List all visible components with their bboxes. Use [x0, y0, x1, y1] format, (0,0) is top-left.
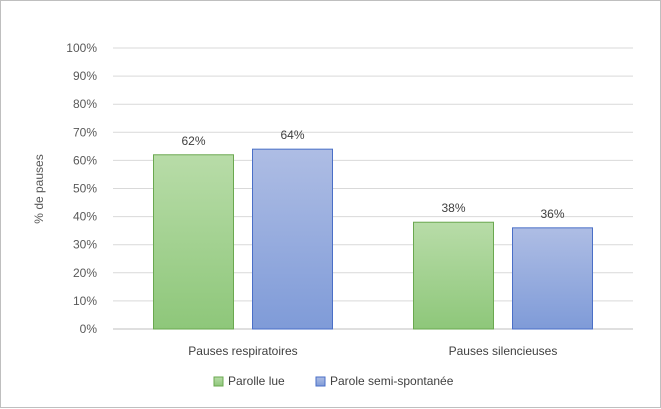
y-axis-ticks: 0% 10% 20% 30% 40% 50% 60% 70% 80% 90% 100% — [66, 41, 97, 336]
bars — [153, 148, 593, 330]
legend: Parolle lue Parole semi-spontanée — [213, 374, 454, 388]
bar — [252, 148, 333, 330]
bar — [512, 227, 593, 330]
data-label: 36% — [540, 207, 564, 221]
y-tick-label: 20% — [73, 266, 97, 280]
legend-label: Parole semi-spontanée — [330, 374, 454, 388]
legend-swatch — [315, 376, 326, 387]
y-tick-label: 30% — [73, 238, 97, 252]
y-tick-label: 0% — [80, 322, 98, 336]
bar — [153, 154, 234, 330]
y-tick-label: 40% — [73, 210, 97, 224]
data-label: 62% — [181, 134, 205, 148]
y-tick-label: 80% — [73, 97, 97, 111]
y-tick-label: 60% — [73, 153, 97, 167]
x-category-label: Pauses respiratoires — [188, 344, 297, 358]
data-label: 38% — [441, 201, 465, 215]
data-labels: 62% 64% 38% 36% — [181, 128, 564, 221]
y-tick-label: 100% — [66, 41, 97, 55]
bar — [413, 221, 494, 330]
y-tick-label: 70% — [73, 125, 97, 139]
y-tick-label: 50% — [73, 182, 97, 196]
y-axis-title: % de pauses — [32, 154, 46, 223]
legend-swatch — [213, 376, 224, 387]
legend-label: Parolle lue — [228, 374, 285, 388]
x-category-label: Pauses silencieuses — [449, 344, 558, 358]
data-label: 64% — [280, 128, 304, 142]
y-tick-label: 10% — [73, 294, 97, 308]
y-tick-label: 90% — [73, 69, 97, 83]
category-labels: Pauses respiratoires Pauses silencieuses — [188, 344, 557, 358]
